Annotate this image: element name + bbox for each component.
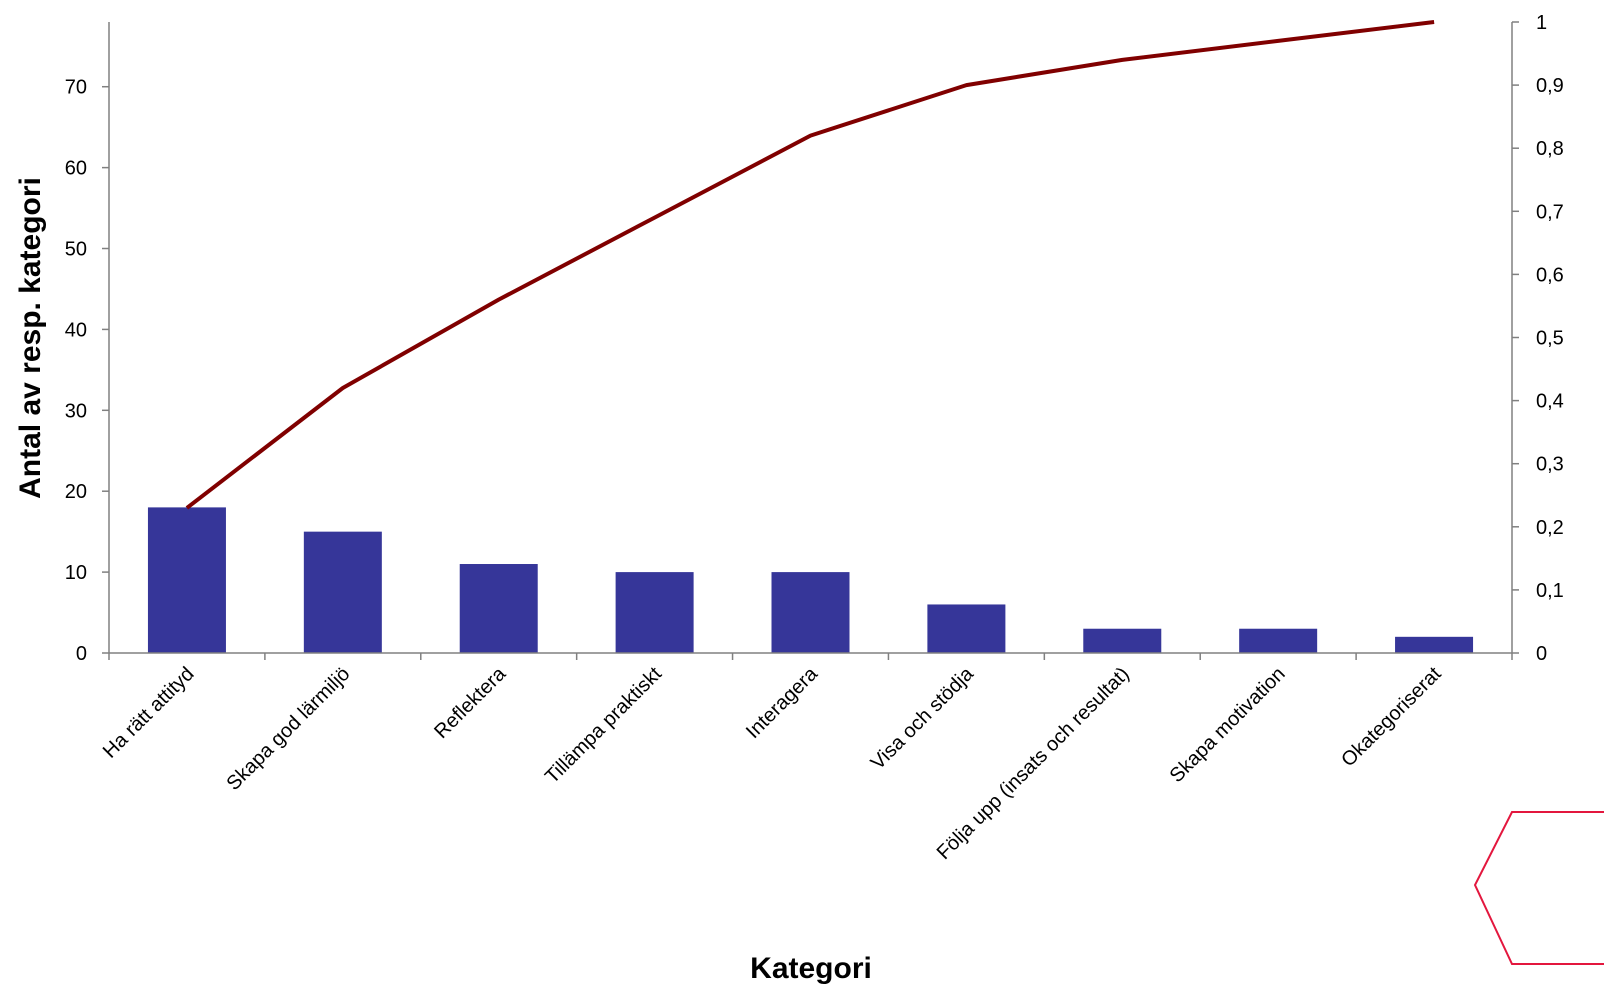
right-axis-ticks: 0 0,1 0,2 0,3 0,4 0,5 0,6 0,7 0,8 0,9 1 bbox=[1512, 12, 1564, 665]
y2-tick-label: 0,2 bbox=[1536, 517, 1564, 539]
x-category-label: Tillämpa praktiskt bbox=[541, 663, 666, 788]
y-tick-label: 50 bbox=[65, 239, 87, 261]
y-tick-label: 0 bbox=[76, 643, 87, 665]
y-axis-title: Antal av resp. kategori bbox=[14, 177, 47, 499]
y2-tick-label: 0,9 bbox=[1536, 75, 1564, 97]
left-axis-ticks: 0 10 20 30 40 50 60 70 bbox=[65, 77, 109, 665]
y-tick-label: 10 bbox=[65, 562, 87, 584]
x-category-label: Skapa god lärmiljö bbox=[222, 663, 354, 795]
y-tick-label: 70 bbox=[65, 77, 87, 99]
y2-tick-label: 1 bbox=[1536, 12, 1547, 34]
y2-tick-label: 0,1 bbox=[1536, 580, 1564, 602]
x-category-label: Okategoriserat bbox=[1337, 663, 1446, 772]
y-tick-label: 20 bbox=[65, 481, 87, 503]
x-category-label: Reflektera bbox=[430, 662, 511, 743]
category-labels: Ha rätt attityd Skapa god lärmiljö Reflekt… bbox=[99, 662, 1446, 864]
y2-tick-label: 0,4 bbox=[1536, 391, 1564, 413]
x-category-label: Visa och stödja bbox=[867, 662, 979, 774]
y-tick-label: 30 bbox=[65, 400, 87, 422]
y2-tick-label: 0,7 bbox=[1536, 201, 1564, 223]
hexagon-decoration bbox=[1473, 811, 1604, 965]
y2-tick-label: 0,6 bbox=[1536, 264, 1564, 286]
x-axis-ticks bbox=[108, 653, 1513, 660]
bar bbox=[459, 564, 538, 653]
x-category-label: Skapa motivation bbox=[1166, 663, 1290, 787]
bar bbox=[1239, 628, 1318, 653]
y2-tick-label: 0,3 bbox=[1536, 454, 1564, 476]
bar bbox=[615, 572, 694, 653]
bar bbox=[1395, 636, 1474, 653]
x-axis-title: Kategori bbox=[750, 952, 872, 985]
y2-tick-label: 0,8 bbox=[1536, 138, 1564, 160]
x-category-label: Ha rätt attityd bbox=[99, 663, 199, 763]
bar bbox=[771, 572, 850, 653]
y2-tick-label: 0 bbox=[1536, 643, 1547, 665]
bar-series bbox=[147, 507, 1474, 653]
bar bbox=[1083, 628, 1162, 653]
cumulative-line bbox=[185, 20, 1435, 510]
bar bbox=[927, 604, 1006, 653]
y-tick-label: 60 bbox=[65, 158, 87, 180]
y-tick-label: 40 bbox=[65, 319, 87, 341]
bar bbox=[147, 507, 226, 653]
x-category-label: Interagera bbox=[742, 662, 823, 743]
bar bbox=[303, 531, 382, 653]
y2-tick-label: 0,5 bbox=[1536, 328, 1564, 350]
